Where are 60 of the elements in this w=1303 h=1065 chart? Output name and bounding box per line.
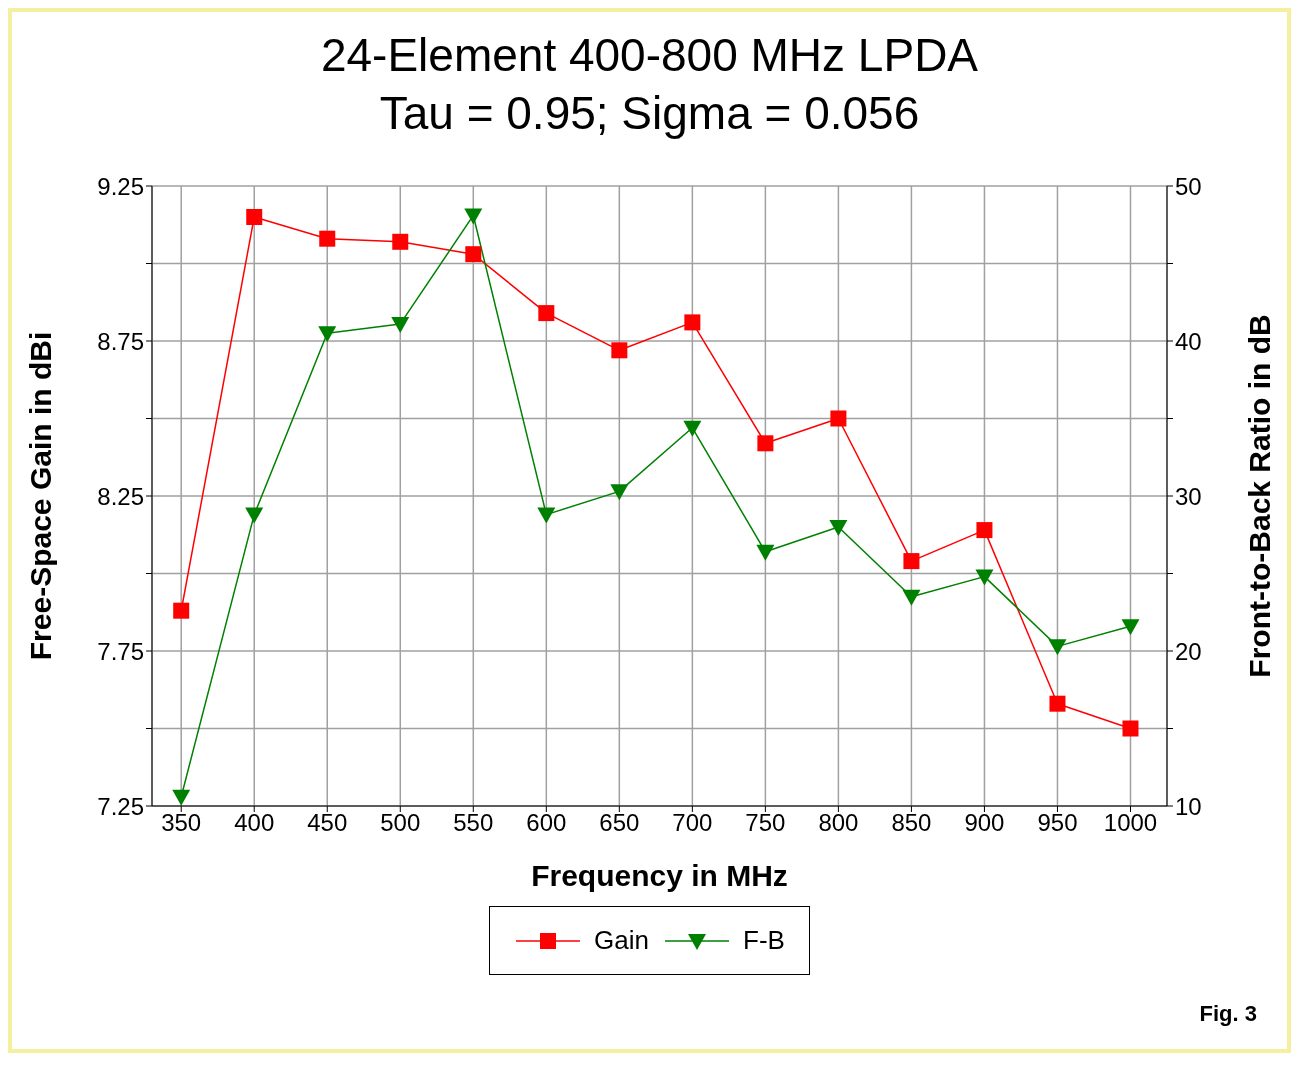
x-tick-label: 950 bbox=[1037, 809, 1078, 837]
chart-title: 24-Element 400-800 MHz LPDA bbox=[319, 28, 980, 83]
x-axis-title: Frequency in MHz bbox=[531, 859, 788, 892]
y-tick-label: 9.25 bbox=[97, 172, 144, 200]
y-axis-title: Free-Space Gain in dBi bbox=[23, 331, 57, 661]
x-tick-label: 650 bbox=[599, 809, 640, 837]
point bbox=[1048, 639, 1067, 656]
point bbox=[1122, 720, 1139, 737]
point bbox=[829, 520, 848, 536]
point bbox=[391, 316, 410, 333]
point bbox=[465, 246, 482, 263]
point bbox=[903, 553, 920, 570]
point bbox=[173, 602, 190, 619]
x-tick-label: 450 bbox=[307, 809, 348, 837]
point bbox=[537, 507, 556, 524]
y2-tick-label: 30 bbox=[1175, 482, 1202, 510]
x-tick-label: 700 bbox=[672, 809, 713, 837]
point bbox=[830, 410, 847, 427]
y2-axis-title: Front-to-Back Ratio in dB bbox=[1242, 314, 1276, 678]
y2-tick-label: 50 bbox=[1175, 172, 1202, 200]
x-tick-label: 750 bbox=[745, 809, 786, 837]
x-tick-label: 900 bbox=[964, 809, 1005, 837]
point bbox=[319, 230, 336, 247]
x-tick-label: 350 bbox=[161, 809, 202, 837]
y-tick-label: 8.75 bbox=[97, 327, 144, 355]
point bbox=[392, 233, 409, 250]
point bbox=[172, 789, 191, 806]
y-tick-label: 8.25 bbox=[97, 482, 144, 510]
y-tick-label: 7.25 bbox=[97, 792, 144, 820]
x-tick-label: 800 bbox=[818, 809, 859, 837]
point bbox=[1049, 695, 1066, 712]
x-tick-label: 550 bbox=[453, 809, 494, 837]
legend-label: F-B bbox=[743, 925, 785, 956]
y2-tick-label: 10 bbox=[1175, 792, 1202, 820]
x-tick-label: 850 bbox=[891, 809, 932, 837]
point bbox=[538, 305, 555, 322]
point bbox=[683, 420, 702, 437]
point bbox=[975, 569, 994, 586]
point bbox=[610, 484, 629, 501]
x-tick-label: 500 bbox=[380, 809, 421, 837]
point bbox=[756, 544, 775, 561]
point bbox=[611, 342, 628, 359]
y2-tick-label: 20 bbox=[1175, 637, 1202, 665]
point bbox=[1121, 619, 1140, 636]
y-tick-label: 7.75 bbox=[97, 637, 144, 665]
point bbox=[318, 326, 337, 343]
x-tick-label: 600 bbox=[526, 809, 567, 837]
y2-tick-label: 40 bbox=[1175, 327, 1202, 355]
caption: Fig. 3 bbox=[1199, 1001, 1257, 1027]
point bbox=[757, 435, 774, 452]
point bbox=[976, 522, 993, 539]
point bbox=[246, 209, 263, 225]
point bbox=[684, 314, 701, 331]
point bbox=[245, 507, 264, 524]
chart-subtitle: Tau = 0.95; Sigma = 0.056 bbox=[378, 86, 921, 141]
x-tick-label: 1000 bbox=[1103, 809, 1158, 837]
x-tick-label: 400 bbox=[234, 809, 275, 837]
legend-label: Gain bbox=[594, 925, 650, 956]
point bbox=[902, 589, 921, 606]
point bbox=[464, 208, 483, 225]
